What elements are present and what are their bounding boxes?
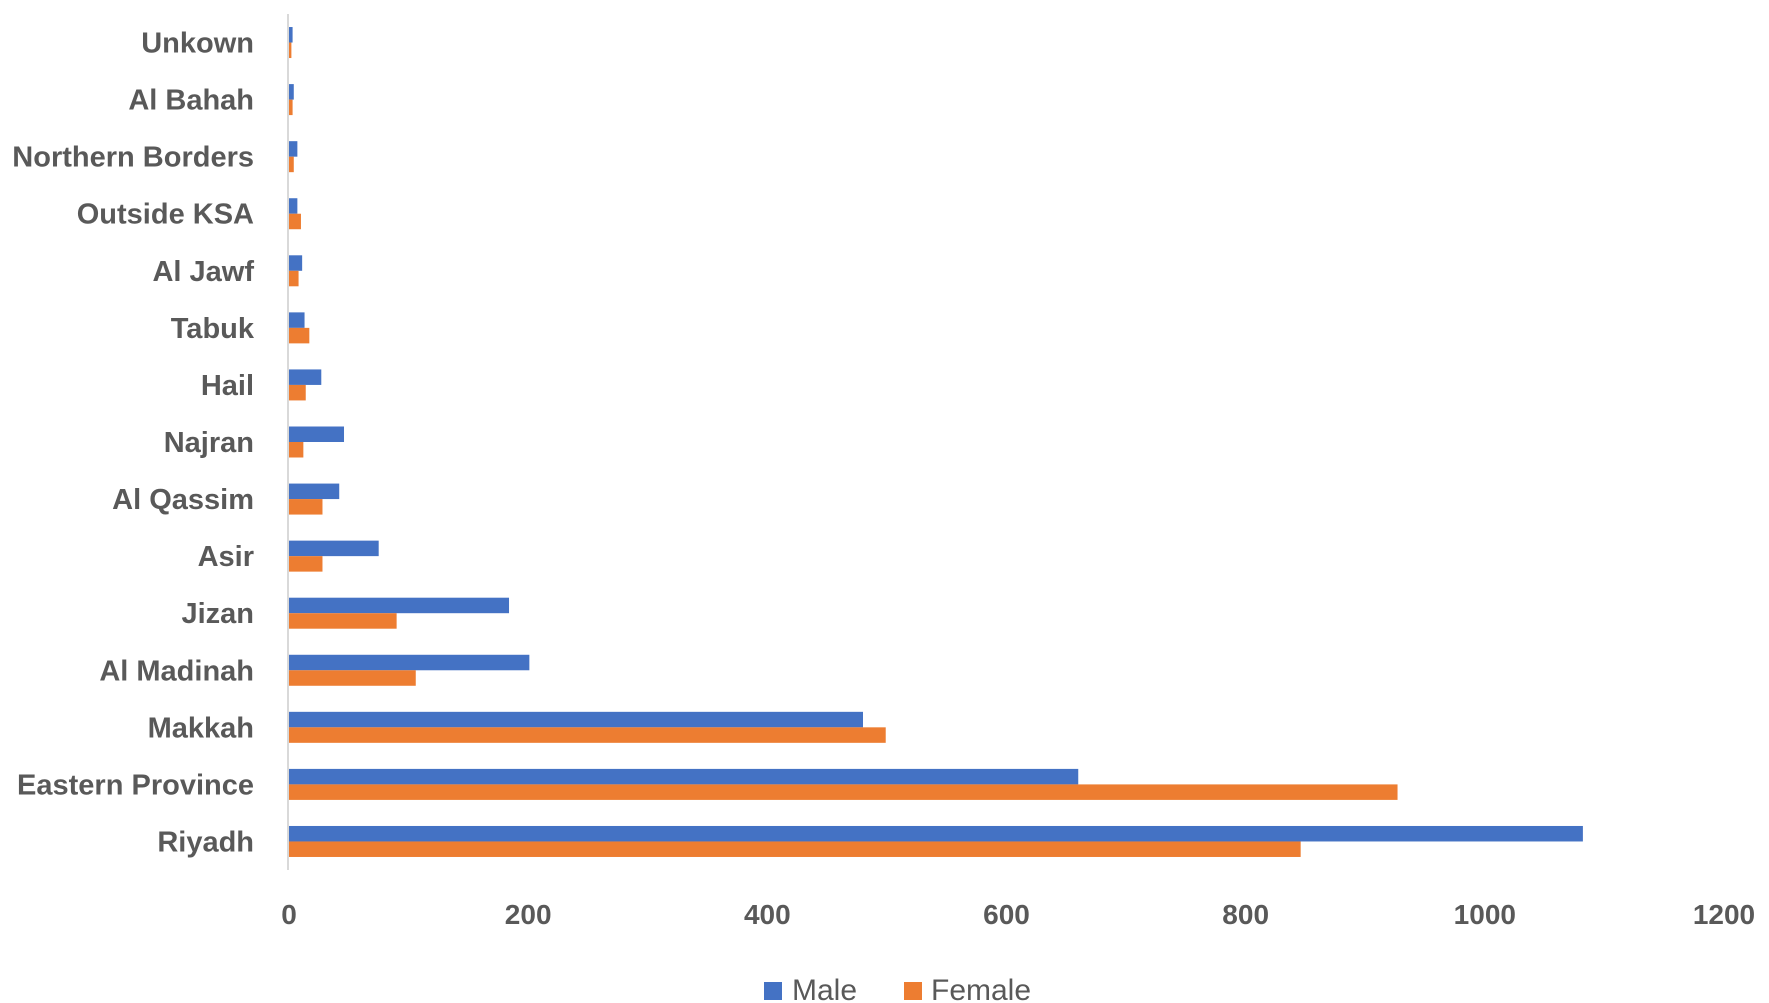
category-label: Al Madinah bbox=[99, 655, 254, 687]
category-label: Eastern Province bbox=[17, 769, 254, 801]
bar-female bbox=[289, 99, 293, 116]
category-label: Outside KSA bbox=[77, 199, 254, 231]
category-label: Tabuk bbox=[171, 313, 255, 345]
bar-male bbox=[289, 369, 322, 385]
legend-label-male: Male bbox=[792, 974, 857, 1003]
bar-male bbox=[289, 141, 298, 157]
bar-male bbox=[289, 654, 530, 671]
x-tick-label: 0 bbox=[281, 899, 297, 930]
bar-female bbox=[289, 613, 397, 629]
bar-male bbox=[289, 768, 1079, 785]
bar-male bbox=[289, 597, 510, 614]
bar-male bbox=[289, 483, 340, 500]
bar-male bbox=[289, 255, 303, 271]
bar-female bbox=[289, 442, 304, 458]
x-tick-label: 200 bbox=[505, 899, 552, 930]
bar-male bbox=[289, 312, 305, 328]
bar-female bbox=[289, 556, 323, 572]
legend: Male Female bbox=[764, 974, 1031, 1003]
category-label: Al Jawf bbox=[152, 256, 254, 288]
bar-female bbox=[289, 270, 299, 287]
bar-female bbox=[289, 213, 301, 230]
bar-female bbox=[289, 841, 1301, 857]
x-tick-label: 1000 bbox=[1454, 899, 1516, 930]
category-label: Najran bbox=[164, 427, 254, 459]
x-tick-label: 400 bbox=[744, 899, 791, 930]
category-labels: Riyadh Eastern Province Makkah Al Madinah Ji… bbox=[12, 28, 255, 859]
legend-label-female: Female bbox=[931, 974, 1031, 1003]
bar-female bbox=[289, 499, 323, 515]
bar-male bbox=[289, 27, 293, 43]
bar-female bbox=[289, 156, 294, 173]
category-label: Riyadh bbox=[157, 826, 254, 858]
category-label: Jizan bbox=[181, 598, 254, 630]
bar-female bbox=[289, 327, 310, 344]
bar-female bbox=[289, 42, 292, 59]
bars bbox=[289, 27, 1583, 857]
bar-male bbox=[289, 825, 1583, 842]
bar-female bbox=[289, 784, 1398, 800]
x-tick-label: 800 bbox=[1222, 899, 1269, 930]
category-label: Hail bbox=[201, 370, 254, 402]
category-label: Makkah bbox=[148, 712, 254, 744]
x-tick-labels: 0 200 400 600 800 1000 1200 bbox=[281, 899, 1755, 930]
bar-female bbox=[289, 670, 416, 686]
category-label: Asir bbox=[198, 541, 254, 573]
bar-female bbox=[289, 384, 306, 401]
legend-swatch-male bbox=[764, 982, 782, 1000]
x-tick-label: 1200 bbox=[1693, 899, 1755, 930]
category-label: Al Bahah bbox=[128, 85, 254, 117]
category-label: Northern Borders bbox=[12, 142, 254, 174]
bar-male bbox=[289, 711, 863, 728]
bar-male bbox=[289, 426, 345, 442]
category-label: Unkown bbox=[141, 28, 254, 60]
bar-male bbox=[289, 84, 294, 100]
bar-male bbox=[289, 540, 379, 557]
category-label: Al Qassim bbox=[112, 484, 254, 516]
bar-male bbox=[289, 198, 298, 214]
bar-female bbox=[289, 727, 886, 743]
legend-swatch-female bbox=[904, 982, 922, 1000]
x-tick-label: 600 bbox=[983, 899, 1030, 930]
